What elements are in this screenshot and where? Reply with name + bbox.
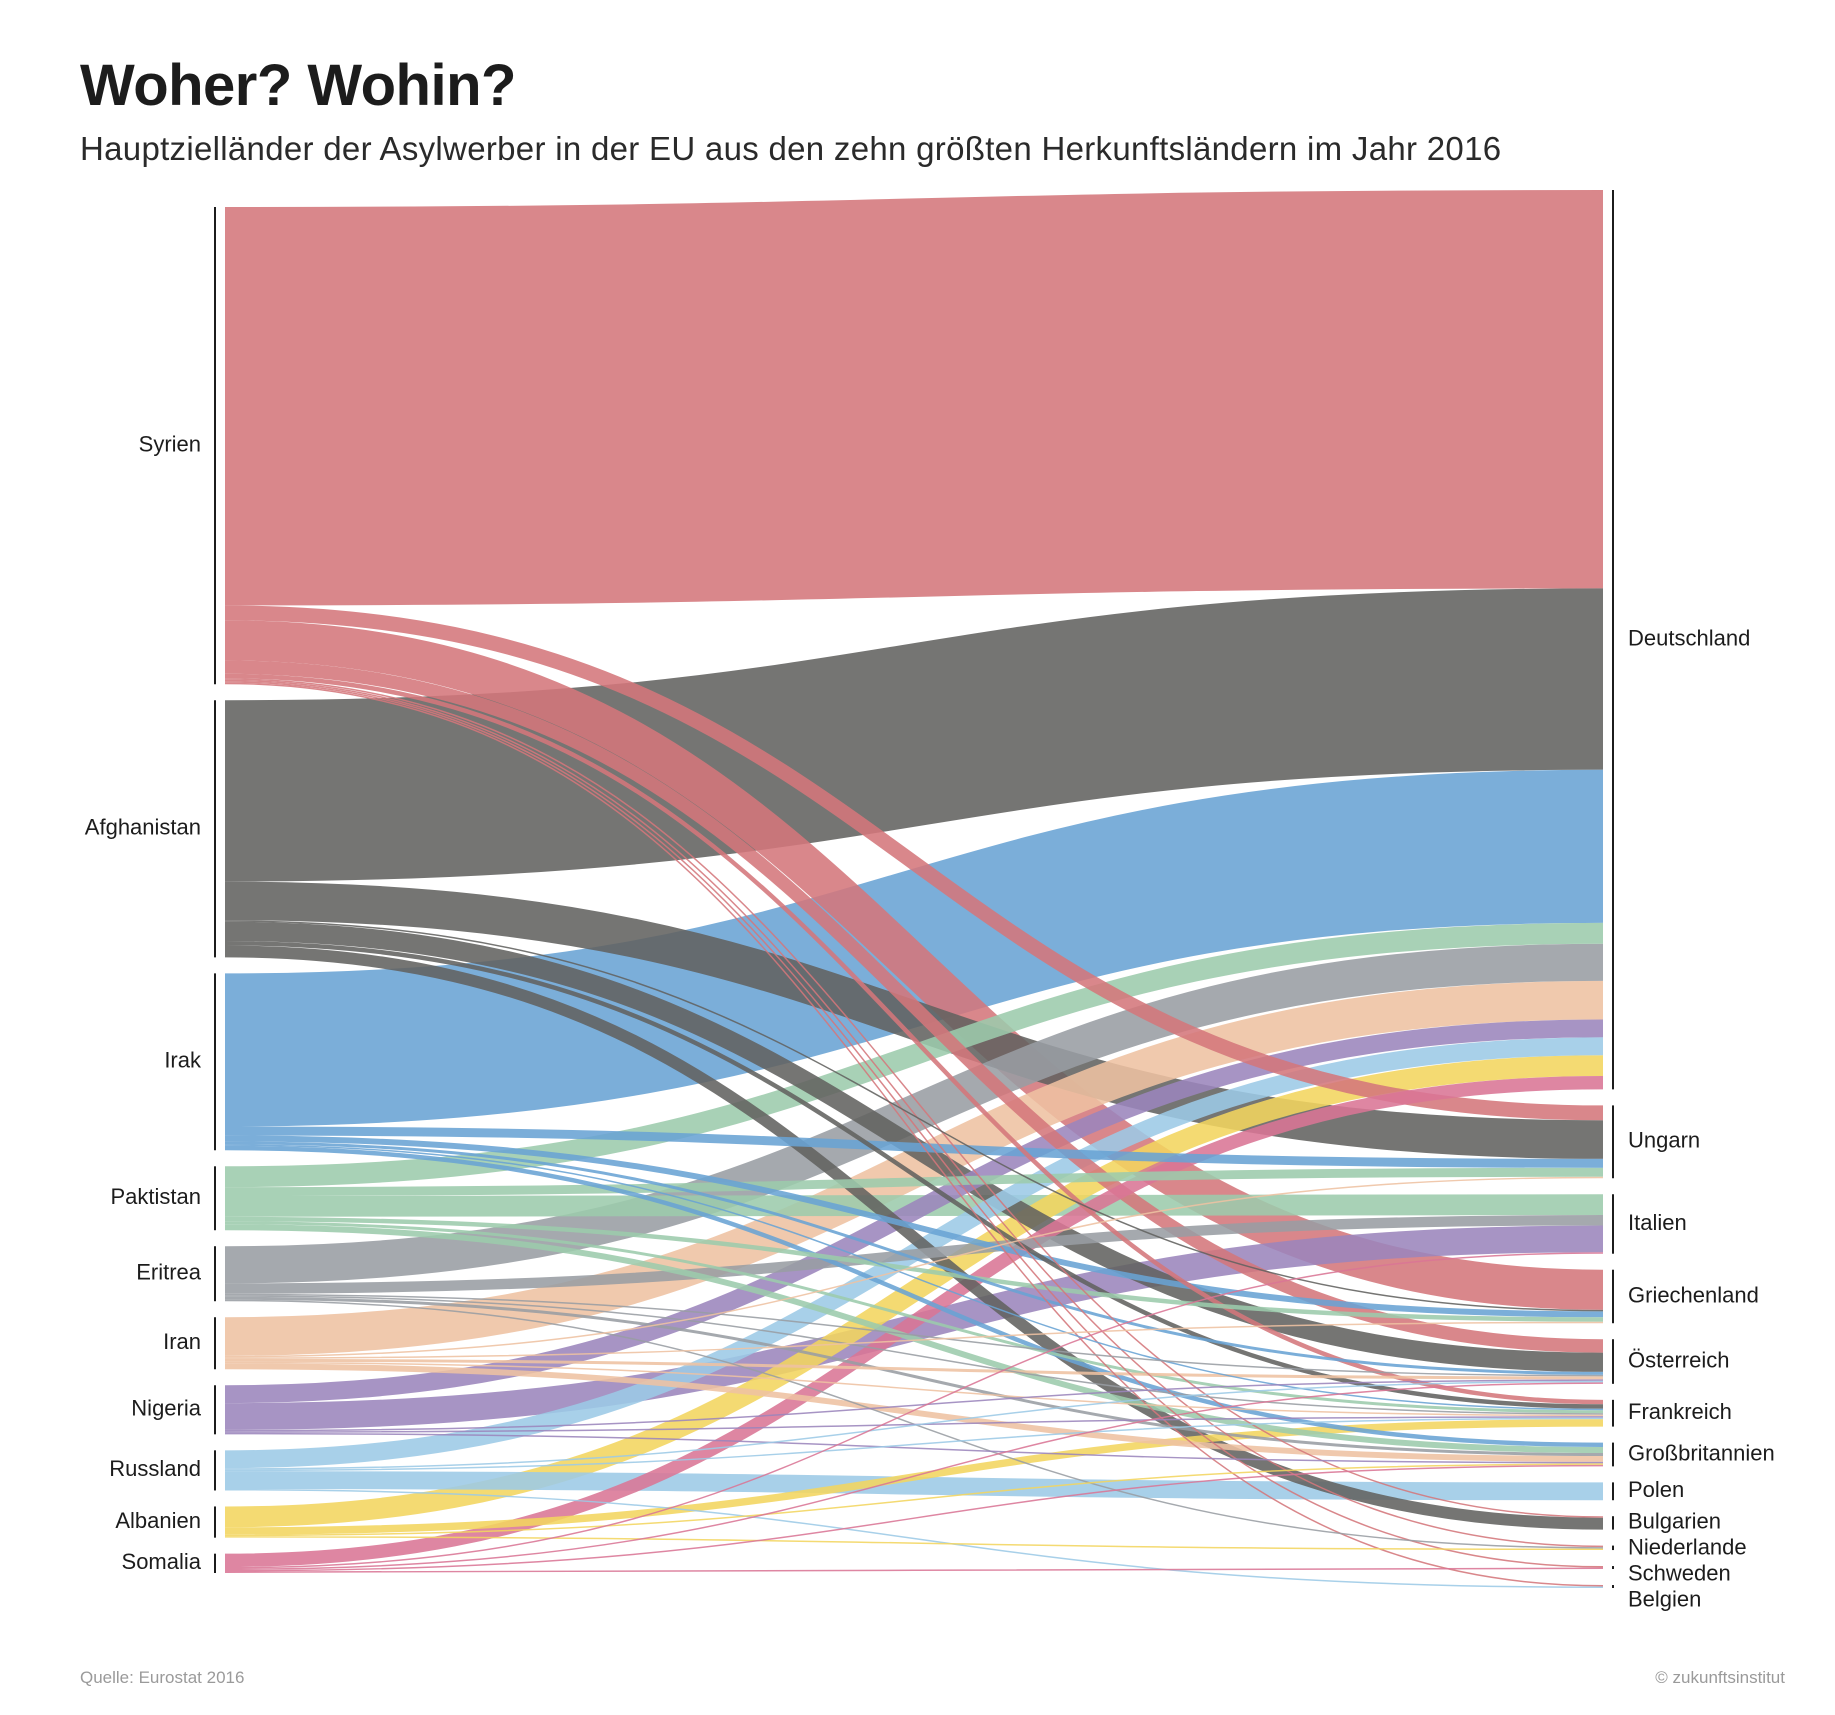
target-label-polen: Polen [1628,1477,1684,1502]
target-label-niederlande: Niederlande [1628,1535,1747,1560]
flow-eritrea-osterreich [224,1293,1604,1377]
flow-iran-ungarn [224,1176,1604,1358]
flow-albanien-niederlande [224,1536,1604,1551]
flow-eritrea-grossbritannien [224,1296,1604,1456]
flow-syrien-belgien [224,682,1604,1587]
flow-russland-frankreich [224,1417,1604,1472]
target-label-osterreich: Österreich [1628,1347,1729,1372]
flow-somalia-osterreich [224,1382,1604,1571]
target-label-deutschland: Deutschland [1628,626,1750,651]
target-label-schweden: Schweden [1628,1561,1731,1586]
source-label-russland: Russland [109,1456,201,1481]
flow-afghanistan-ungarn [224,881,1604,1159]
credit-note: © zukunftsinstitut [1655,1668,1785,1687]
source-label-afghanistan: Afghanistan [85,815,201,840]
flow-russland-osterreich [224,1380,1604,1470]
flow-iran-grossbritannien [224,1363,1604,1462]
flow-paktistan-frankreich [224,1221,1604,1414]
flow-irak-griechenland [224,1135,1604,1318]
source-label-nigeria: Nigeria [131,1396,201,1421]
flow-afghanistan-bulgarien [224,945,1604,1530]
flow-russland-polen [224,1471,1604,1501]
flow-irak-ungarn [224,1126,1604,1168]
chart-title: Woher? Wohin? [80,53,516,118]
source-label-iran: Iran [163,1329,201,1354]
flow-iran-osterreich [224,1358,1604,1380]
target-label-frankreich: Frankreich [1628,1399,1732,1424]
target-label-italien: Italien [1628,1210,1687,1235]
flow-iran-griechenland [224,1321,1604,1359]
flow-syrien-bulgarien [224,678,1604,1518]
flow-irak-grossbritannien [224,1145,1604,1448]
flow-nigeria-osterreich [224,1379,1604,1432]
flow-somalia-italien [224,1252,1604,1569]
target-label-bulgarien: Bulgarien [1628,1509,1721,1534]
flow-eritrea-frankreich [224,1295,1604,1415]
flow-irak-osterreich [224,1141,1604,1375]
flow-somalia-grossbritannien [224,1464,1604,1572]
flow-irak-frankreich [224,1144,1604,1411]
flow-russland-belgien [224,1488,1604,1589]
flow-syrien-schweden [224,681,1604,1568]
source-label-somalia: Somalia [122,1549,202,1574]
flow-afghanistan-deutschland [224,588,1604,882]
flow-syrien-ungarn [224,605,1604,1121]
flow-eritrea-italien [224,1215,1604,1294]
node-bars [214,190,1614,1588]
flow-syrien-niederlande [224,679,1604,1548]
target-label-belgien: Belgien [1628,1587,1701,1612]
flow-syrien-frankreich [224,673,1604,1405]
source-label-irak: Irak [164,1048,202,1073]
source-label-eritrea: Eritrea [136,1260,202,1285]
flow-syrien-deutschland [224,190,1604,606]
flow-afghanistan-griechenland [224,920,1604,1312]
target-label-grossbritannien: Großbritannien [1628,1440,1775,1465]
target-label-ungarn: Ungarn [1628,1128,1700,1153]
source-label-albanien: Albanien [115,1508,201,1533]
source-label-paktistan: Paktistan [111,1184,202,1209]
flow-paktistan-ungarn [224,1167,1604,1197]
flow-paktistan-grossbritannien [224,1224,1604,1453]
node-labels: Syrien Afghanistan Irak Paktistan Eritrea Ira… [85,431,1775,1611]
source-note: Quelle: Eurostat 2016 [80,1668,245,1687]
flow-nigeria-grossbritannien [224,1432,1604,1464]
flow-somalia-schweden [224,1567,1604,1574]
chart-subtitle: Hauptzielländer der Asylwerber in der EU… [80,130,1502,167]
flow-paktistan-griechenland [224,1216,1604,1322]
flow-links [224,190,1604,1589]
source-label-syrien: Syrien [139,431,201,456]
flow-albanien-grossbritannien [224,1463,1604,1537]
target-label-griechenland: Griechenland [1628,1282,1759,1307]
flow-iran-frankreich [224,1361,1604,1417]
